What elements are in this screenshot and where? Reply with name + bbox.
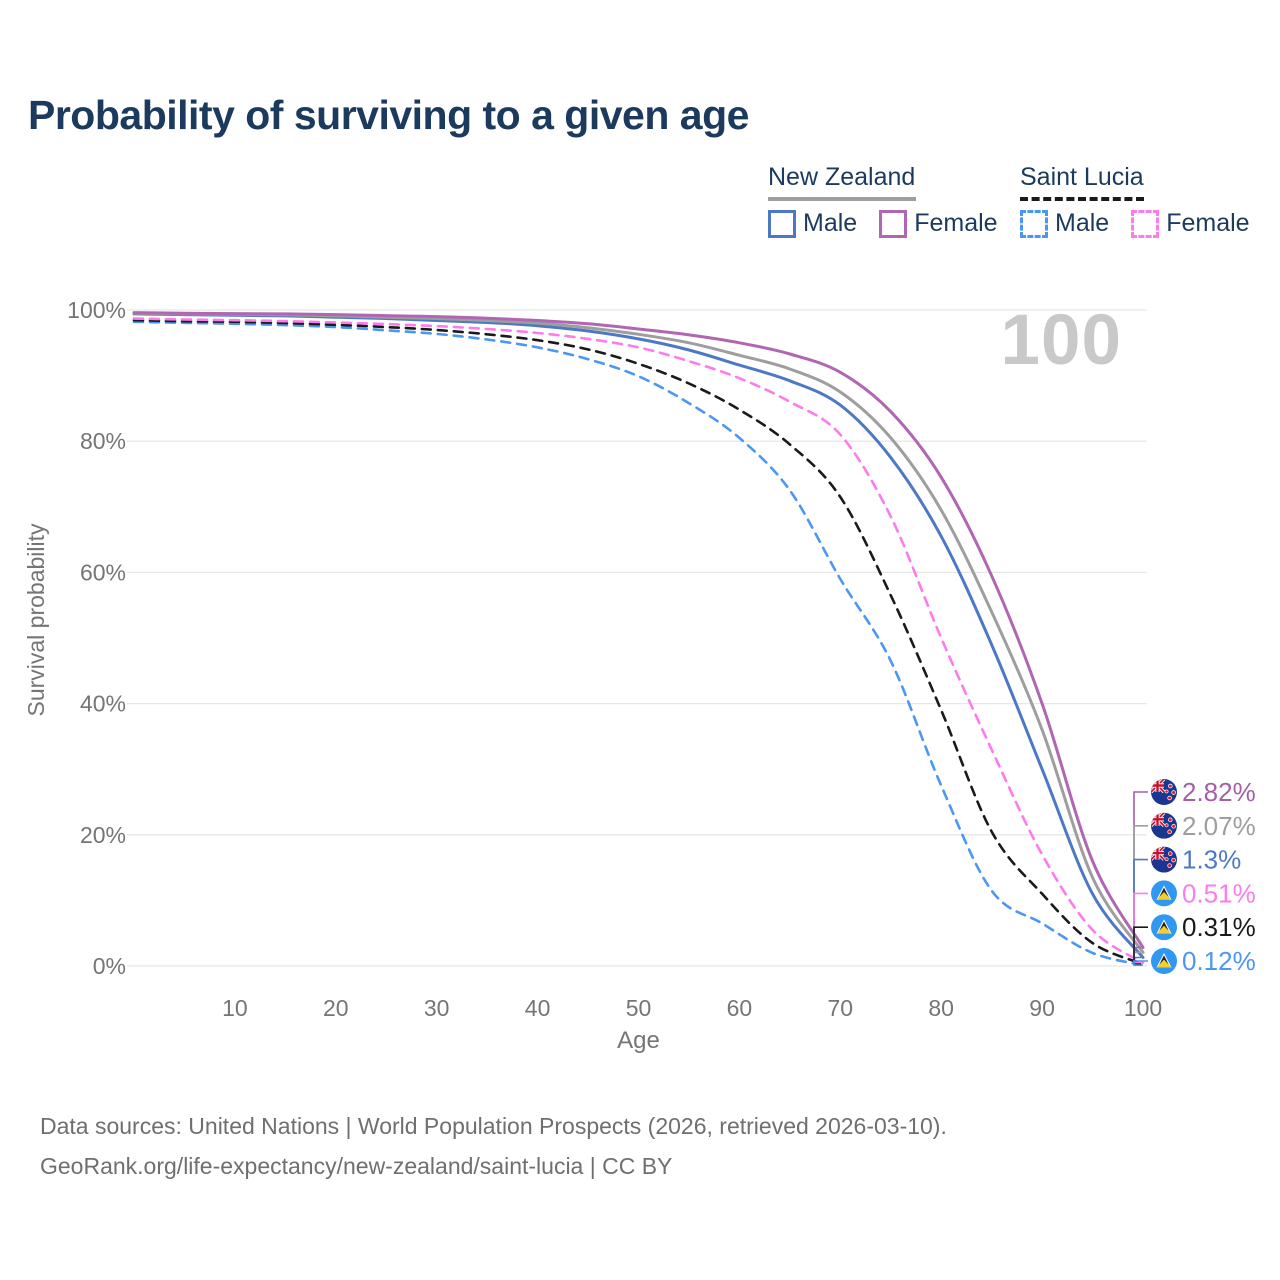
end-label-connector-nz-both bbox=[1133, 825, 1148, 954]
y-axis-label: Survival probability bbox=[23, 523, 49, 717]
legend-group-new-zealand: New Zealand Male Female bbox=[768, 163, 1020, 238]
legend-row-new-zealand: Male Female bbox=[768, 209, 1020, 238]
legend-row-saint-lucia: Male Female bbox=[1020, 209, 1272, 238]
end-label-nz-male: 1.3% bbox=[1182, 845, 1241, 875]
end-label-connector-slc-male bbox=[1133, 960, 1148, 966]
y-tick-100: 100% bbox=[67, 297, 126, 323]
end-label-slc-both: 0.31% bbox=[1182, 912, 1256, 942]
y-tick-60: 60% bbox=[80, 559, 126, 585]
legend-swatch-slc-female[interactable] bbox=[1131, 209, 1160, 238]
legend-label-nz-female[interactable]: Female bbox=[914, 209, 998, 237]
slc-flag-icon bbox=[1151, 948, 1177, 974]
x-tick-20: 20 bbox=[323, 995, 349, 1021]
series-line-slc-both[interactable] bbox=[132, 318, 1145, 966]
y-tick-20: 20% bbox=[80, 822, 126, 848]
x-tick-50: 50 bbox=[626, 995, 652, 1021]
data-source-note: Data sources: United Nations | World Pop… bbox=[40, 1106, 947, 1186]
series-line-slc-male[interactable] bbox=[132, 320, 1145, 967]
x-tick-10: 10 bbox=[222, 995, 248, 1021]
legend-country-saint-lucia[interactable]: Saint Lucia bbox=[1020, 163, 1144, 201]
x-tick-90: 90 bbox=[1029, 995, 1055, 1021]
legend-swatch-slc-male[interactable] bbox=[1020, 209, 1048, 238]
x-axis-label: Age bbox=[617, 1027, 660, 1054]
end-label-nz-female: 2.82% bbox=[1182, 777, 1256, 807]
series-line-slc-female[interactable] bbox=[132, 317, 1145, 964]
page-title: Probability of surviving to a given age bbox=[28, 92, 749, 138]
end-label-connector-slc-both bbox=[1133, 926, 1148, 965]
slc-flag-icon bbox=[1151, 914, 1177, 940]
end-label-nz-both: 2.07% bbox=[1182, 811, 1256, 841]
legend-swatch-nz-male[interactable] bbox=[768, 209, 796, 238]
series-line-nz-female[interactable] bbox=[132, 311, 1145, 949]
nz-flag-icon bbox=[1151, 847, 1177, 873]
series-line-nz-male[interactable] bbox=[132, 312, 1145, 959]
legend: New Zealand Male Female Saint Lucia Male… bbox=[0, 163, 1280, 243]
source-line: Data sources: United Nations | World Pop… bbox=[40, 1113, 947, 1139]
end-label-slc-female: 0.51% bbox=[1182, 878, 1256, 908]
legend-swatch-nz-female[interactable] bbox=[879, 209, 908, 238]
legend-label-slc-female[interactable]: Female bbox=[1166, 209, 1250, 237]
nz-flag-icon bbox=[1151, 779, 1177, 805]
legend-label-slc-male[interactable]: Male bbox=[1055, 209, 1110, 237]
x-tick-80: 80 bbox=[928, 995, 954, 1021]
end-label-connector-nz-female bbox=[1133, 791, 1148, 949]
y-tick-0: 0% bbox=[93, 953, 126, 979]
x-tick-100: 100 bbox=[1124, 995, 1162, 1021]
x-tick-60: 60 bbox=[727, 995, 753, 1021]
legend-label-nz-male[interactable]: Male bbox=[803, 209, 858, 237]
y-tick-80: 80% bbox=[80, 428, 126, 454]
nz-flag-icon bbox=[1151, 813, 1177, 839]
end-label-slc-male: 0.12% bbox=[1182, 946, 1256, 976]
y-tick-40: 40% bbox=[80, 691, 126, 717]
hover-age-indicator: 100 bbox=[1001, 301, 1122, 380]
slc-flag-icon bbox=[1151, 880, 1177, 906]
series-line-nz-both[interactable] bbox=[132, 311, 1145, 954]
attribution-line: GeoRank.org/life-expectancy/new-zealand/… bbox=[40, 1153, 673, 1179]
x-tick-70: 70 bbox=[828, 995, 854, 1021]
legend-country-new-zealand[interactable]: New Zealand bbox=[768, 163, 916, 201]
x-tick-40: 40 bbox=[525, 995, 551, 1021]
legend-group-saint-lucia: Saint Lucia Male Female bbox=[1020, 163, 1272, 238]
x-tick-30: 30 bbox=[424, 995, 450, 1021]
